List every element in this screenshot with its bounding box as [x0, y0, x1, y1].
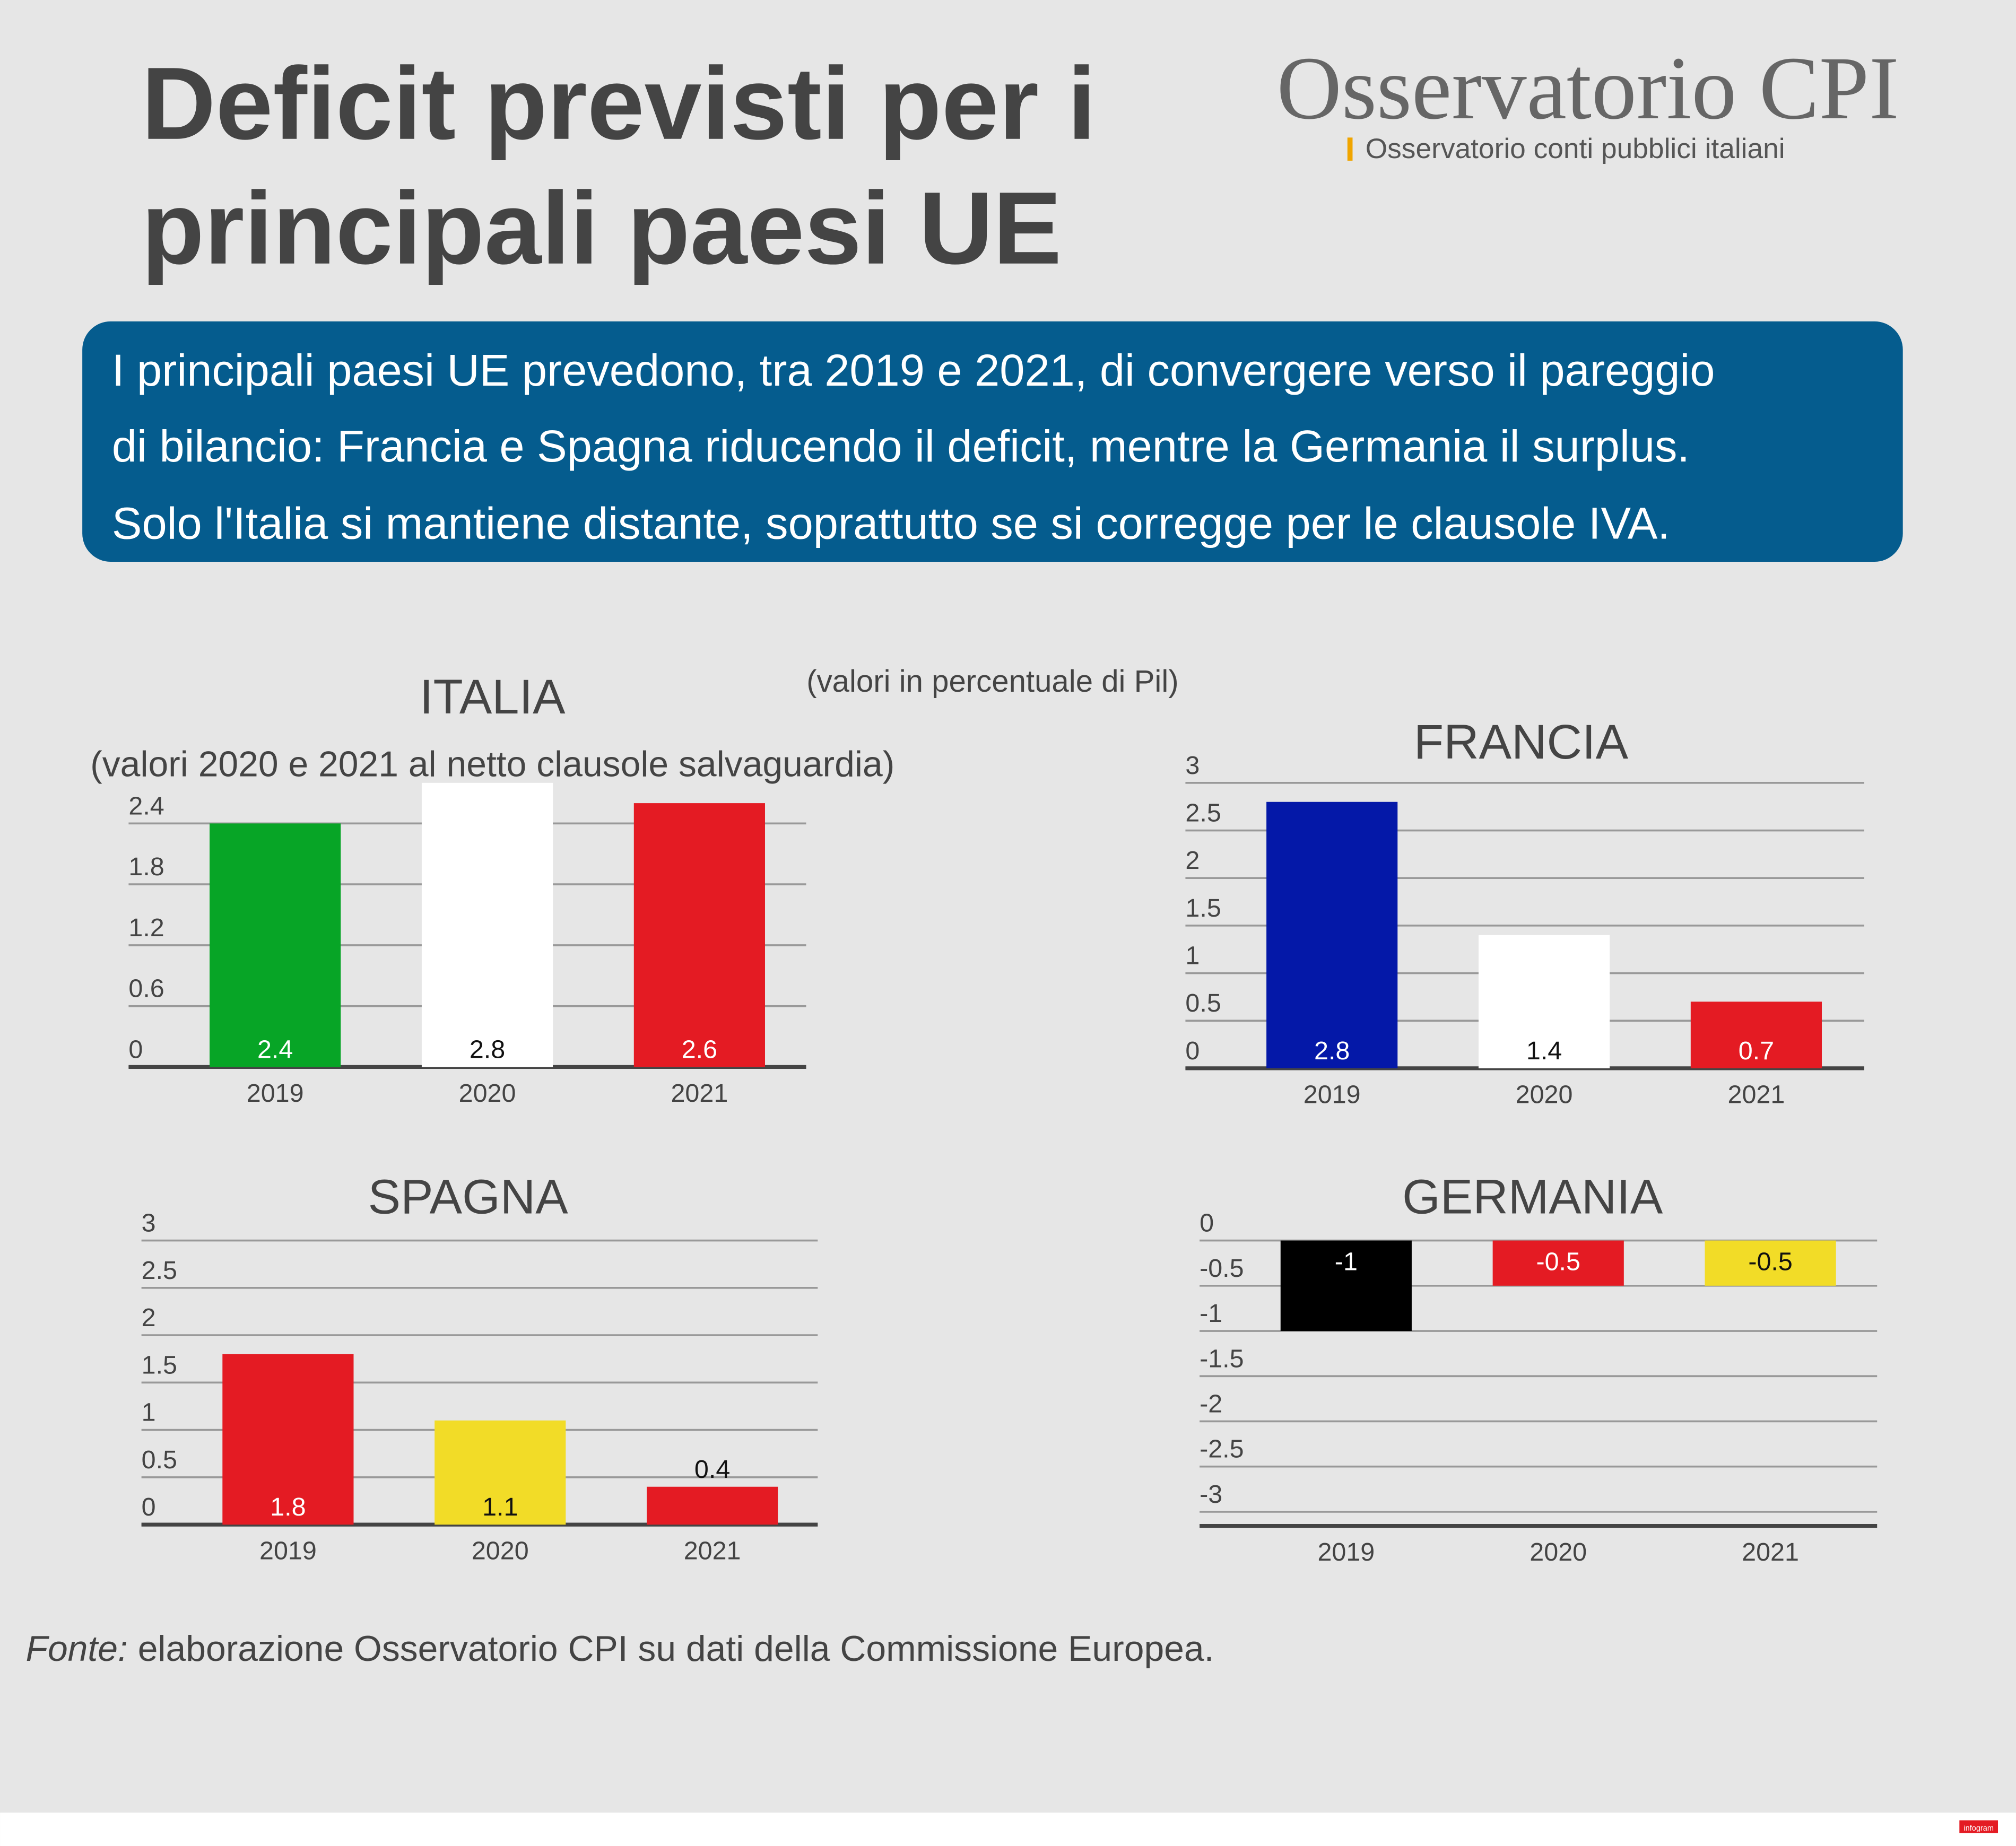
title: Deficit previsti per i: [142, 46, 1096, 161]
x-tick-label: 2021: [671, 1079, 728, 1108]
badge: infogram: [1963, 1824, 1994, 1833]
y-tick-label: 3: [1185, 751, 1200, 780]
bar: [633, 803, 765, 1067]
bar: [1492, 1240, 1624, 1286]
bar: [1705, 1240, 1836, 1286]
data-label: -0.5: [1536, 1247, 1580, 1276]
y-tick-label: -2: [1200, 1390, 1222, 1418]
summary-line: I principali paesi UE prevedono, tra 201…: [112, 345, 1715, 395]
y-tick-label: 0.5: [142, 1446, 177, 1474]
y-tick-label: 0: [128, 1035, 143, 1064]
y-tick-label: 1.2: [128, 913, 164, 942]
logo: Osservatorio CPI: [1276, 38, 1899, 138]
data-label: -0.5: [1748, 1247, 1792, 1276]
y-tick-label: 1.5: [1185, 894, 1221, 922]
chart-title: GERMANIA: [1402, 1170, 1663, 1224]
summary-line: di bilancio: Francia e Spagna riducendo …: [112, 421, 1690, 471]
source: Fonte: elaborazione Osservatorio CPI su …: [26, 1629, 1214, 1669]
chart-title: FRANCIA: [1414, 715, 1629, 769]
y-tick-label: -2.5: [1200, 1435, 1244, 1464]
y-tick-label: 2.4: [128, 791, 164, 820]
bar: [1280, 1240, 1412, 1331]
bar: [1690, 1002, 1822, 1068]
bar: [1478, 935, 1610, 1068]
y-tick-label: 3: [142, 1209, 156, 1238]
title: principali paesi UE: [142, 171, 1062, 286]
x-tick-label: 2020: [1516, 1080, 1573, 1109]
x-tick-label: 2021: [1742, 1538, 1799, 1566]
data-label: 1.4: [1526, 1037, 1562, 1065]
x-tick-label: 2021: [1728, 1080, 1785, 1109]
source-text: elaborazione Osservatorio CPI su dati de…: [128, 1629, 1214, 1669]
logo-accent: [1347, 137, 1353, 161]
data-label: 2.4: [257, 1035, 293, 1064]
y-tick-label: 2: [1185, 846, 1200, 875]
footer-strip: [0, 1812, 2016, 1846]
x-tick-label: 2019: [259, 1537, 317, 1565]
logo-tagline: Osservatorio conti pubblici italiani: [1366, 133, 1785, 164]
source-label: Fonte:: [26, 1629, 128, 1669]
x-tick-label: 2021: [684, 1537, 741, 1565]
y-tick-label: 2.5: [1185, 799, 1221, 828]
data-label: 0.7: [1739, 1037, 1774, 1065]
y-tick-label: 1.8: [128, 852, 164, 881]
chart-title: SPAGNA: [368, 1170, 569, 1224]
y-tick-label: 2.5: [142, 1256, 177, 1285]
data-label: 2.6: [682, 1035, 717, 1064]
badge-bg: [1959, 1820, 1998, 1833]
bar: [435, 1420, 566, 1525]
bar: [1266, 802, 1398, 1068]
y-tick-label: 0: [1185, 1037, 1200, 1065]
x-tick-label: 2019: [247, 1079, 304, 1108]
x-tick-label: 2020: [472, 1537, 529, 1565]
y-tick-label: 1: [1185, 942, 1200, 970]
summary-line: Solo l'Italia si mantiene distante, sopr…: [112, 498, 1670, 548]
y-tick-label: 2: [142, 1303, 156, 1332]
y-tick-label: 1.5: [142, 1351, 177, 1379]
bar: [421, 782, 553, 1067]
x-tick-label: 2019: [1317, 1538, 1375, 1566]
x-tick-label: 2020: [459, 1079, 516, 1108]
x-tick-label: 2020: [1530, 1538, 1587, 1566]
data-label: 2.8: [1314, 1037, 1350, 1065]
y-tick-label: -0.5: [1200, 1254, 1244, 1283]
x-tick-label: 2019: [1304, 1080, 1361, 1109]
y-tick-label: -1: [1200, 1299, 1222, 1328]
bar: [210, 823, 341, 1067]
data-label: 2.8: [470, 1035, 505, 1064]
data-label: 1.1: [482, 1493, 518, 1521]
data-label: 0.4: [694, 1455, 730, 1484]
note: (valori in percentuale di Pil): [806, 664, 1178, 699]
y-tick-label: 1: [142, 1398, 156, 1427]
data-label: 1.8: [270, 1493, 306, 1521]
summary-box: [82, 321, 1903, 562]
y-tick-label: 0: [142, 1493, 156, 1521]
bar: [647, 1486, 778, 1525]
chart-subtitle: (valori 2020 e 2021 al netto clausole sa…: [90, 745, 894, 785]
y-tick-label: 0.5: [1185, 989, 1221, 1017]
chart-title: ITALIA: [420, 669, 566, 724]
y-tick-label: -3: [1200, 1480, 1222, 1509]
bar: [222, 1354, 354, 1525]
data-label: -1: [1335, 1247, 1358, 1276]
y-tick-label: 0.6: [128, 974, 164, 1003]
y-tick-label: -1.5: [1200, 1344, 1244, 1373]
y-tick-label: 0: [1200, 1209, 1214, 1238]
